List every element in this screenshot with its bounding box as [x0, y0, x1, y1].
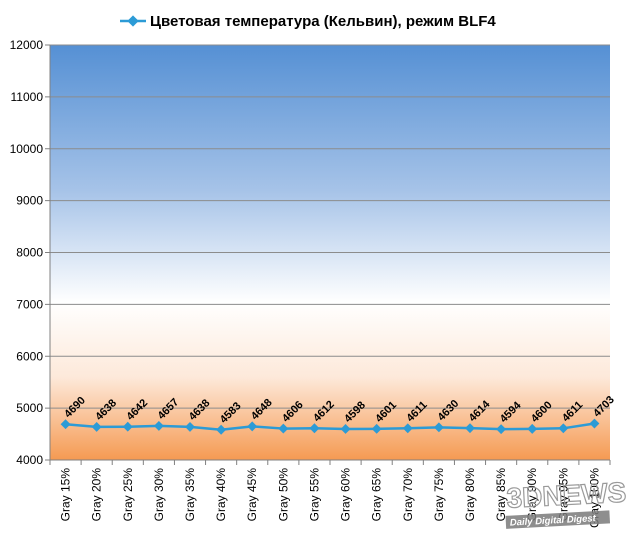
x-axis: Gray 15% Gray 20% Gray 25% Gray 30% Gray 35%… [49, 460, 611, 528]
data-point [433, 422, 444, 433]
y-tick-label: 7000 [16, 297, 43, 311]
x-tick-label: Gray 45% [245, 468, 259, 522]
y-tick-label: 12000 [10, 38, 44, 52]
watermark-tagline: Daily Digital Digest [510, 513, 597, 529]
y-tick-label: 10000 [10, 142, 44, 156]
watermark: 3DNEWS Daily Digital Digest [505, 476, 627, 529]
x-tick-label: Gray 50% [276, 468, 290, 522]
x-tick-label: Gray 15% [59, 468, 73, 522]
x-tick-label: Gray 90% [525, 468, 539, 522]
x-tick-label: Gray 70% [401, 468, 415, 522]
x-tick-label: Gray 80% [463, 468, 477, 522]
x-tick-label: Gray 65% [370, 468, 384, 522]
legend-marker [127, 15, 139, 27]
y-axis: 4000 5000 6000 7000 8000 9000 10000 11000 12000 [10, 38, 50, 467]
data-point [278, 423, 289, 434]
x-tick-label: Gray 20% [90, 468, 104, 522]
x-tick-label: Gray 55% [307, 468, 321, 522]
data-point [527, 423, 538, 434]
data-point [496, 424, 507, 435]
legend: Цветовая температура (Кельвин), режим BL… [120, 13, 496, 30]
data-point [340, 424, 351, 434]
legend-label: Цветовая температура (Кельвин), режим BL… [150, 13, 496, 30]
watermark-logo: 3DNEWS [506, 477, 627, 514]
data-point [247, 421, 258, 432]
y-tick-label: 5000 [16, 401, 43, 415]
data-point [153, 420, 164, 431]
y-tick-label: 11000 [11, 90, 44, 104]
gridlines [50, 44, 610, 409]
x-tick-label: Gray 25% [121, 468, 135, 522]
data-point [185, 421, 195, 432]
data-point [402, 423, 413, 434]
series-line [65, 422, 595, 432]
data-point [558, 423, 569, 434]
x-tick-label: Gray 75% [432, 468, 446, 522]
x-tick-label: Gray 95% [556, 468, 570, 522]
y-tick-label: 4000 [16, 453, 43, 467]
x-tick-label: Gray 35% [183, 468, 197, 522]
x-tick-label: Gray 30% [152, 468, 166, 522]
data-point [589, 418, 600, 429]
data-point [309, 423, 320, 434]
data-point [371, 423, 382, 434]
x-tick-label: Gray 60% [339, 468, 353, 522]
x-tick-label: Gray 85% [494, 468, 508, 522]
y-tick-label: 9000 [16, 194, 43, 208]
data-point [216, 424, 227, 435]
y-tick-label: 8000 [16, 246, 43, 260]
x-tick-label: Gray 40% [214, 468, 228, 522]
data-point [465, 423, 475, 434]
watermark-band [505, 510, 611, 529]
y-tick-label: 6000 [16, 349, 43, 363]
